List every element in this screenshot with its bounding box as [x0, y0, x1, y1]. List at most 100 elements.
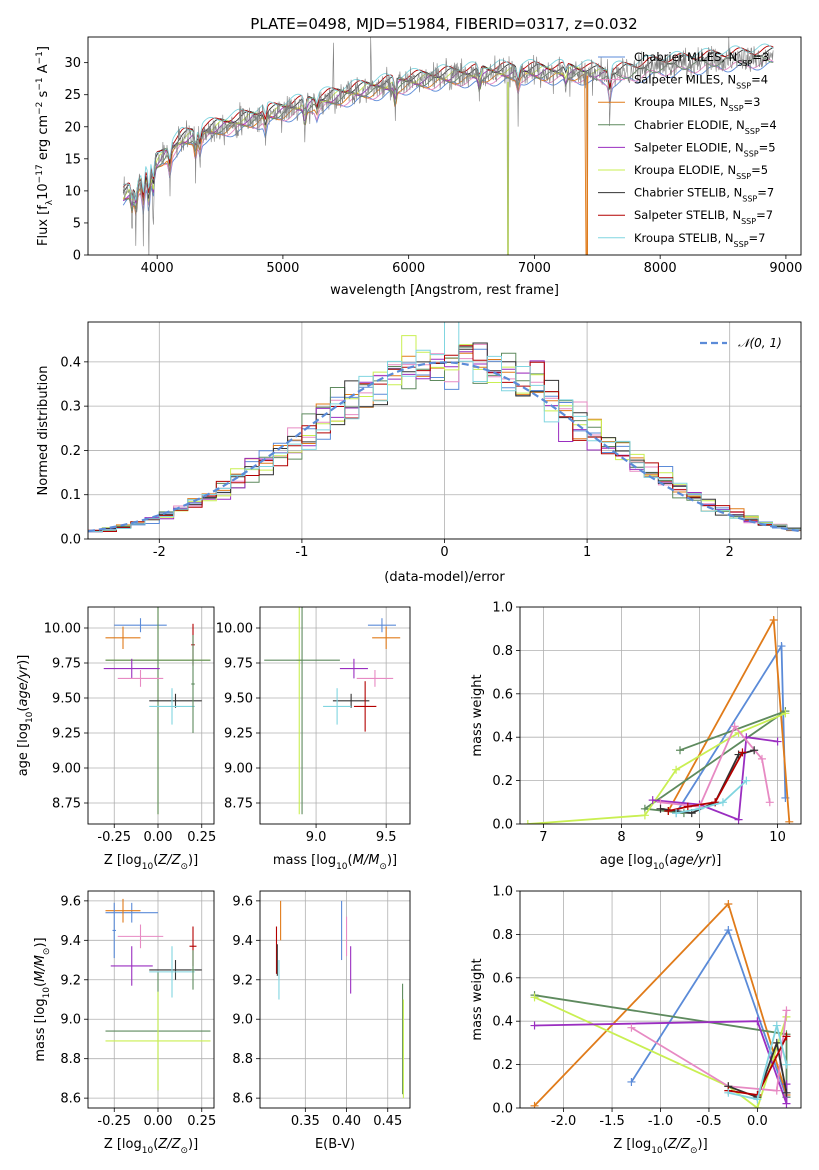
x-tick-label: 9 [695, 830, 703, 845]
series-marker [738, 748, 747, 757]
axes-frame [259, 606, 411, 825]
series-marker [724, 1088, 733, 1097]
legend: Chabrier MILES, NSSP=3 Salpeter MILES, NS… [598, 50, 777, 248]
x-axis-label: Z [log10(Z/Z⊙)] [104, 1137, 198, 1156]
y-tick-label: 0.2 [492, 774, 513, 789]
x-tick-label: 9000 [769, 261, 802, 276]
x-axis-label: mass [log10(M/M⊙)] [273, 853, 397, 872]
x-tick-label: -0.5 [696, 1114, 721, 1129]
series-marker [772, 1038, 781, 1047]
plot-area [520, 891, 801, 1108]
y-tick-label: 0.6 [492, 971, 513, 986]
x-tick-label: 2 [726, 545, 734, 560]
series-line-chabrier-miles [675, 643, 787, 814]
x-tick-label: 10 [769, 830, 786, 845]
series-marker [530, 993, 539, 1002]
panel-mass_vs_ebv: 0.35 0.40 0.45 8.6 8.8 9.0 9.2 9.4 9.6 E(B-V) [232, 890, 411, 1152]
series-marker [753, 1095, 762, 1104]
series-marker [753, 1017, 762, 1026]
model-fit-salpeter-elodie [122, 67, 611, 206]
x-tick-label: 0.0 [747, 1114, 768, 1129]
series-marker [750, 746, 759, 755]
y-tick-label: 0.0 [492, 1102, 513, 1117]
x-tick-label: 9.5 [376, 830, 397, 845]
y-tick-label: 5 [73, 216, 81, 231]
y-tick-label: 0.2 [492, 1058, 513, 1073]
series-marker [672, 809, 681, 818]
legend-label: 𝒩(0, 1) [738, 336, 782, 350]
series-marker [777, 642, 786, 651]
axes-frame [519, 606, 802, 825]
y-tick-label: 0.4 [492, 731, 513, 746]
y-tick-label: 0.0 [60, 533, 81, 548]
y-axis-label: mass [log10(M/M⊙)] [33, 937, 52, 1061]
y-tick-label: 10 [64, 184, 81, 199]
y-tick-label: 8.8 [232, 1052, 253, 1067]
series-marker [757, 754, 766, 763]
legend-label: Chabrier STELIB, NSSP=7 [634, 186, 774, 204]
y-tick-label: 9.2 [60, 973, 81, 988]
series-marker [742, 776, 751, 785]
series-line-chabrier-stelib [727, 1039, 788, 1099]
x-axis-label: E(B-V) [315, 1137, 355, 1152]
normal-curve [88, 361, 801, 533]
y-tick-label: 20 [64, 120, 81, 135]
y-tick-label: 9.50 [52, 692, 81, 707]
y-tick-label: 8.75 [52, 797, 81, 812]
y-tick-label: 15 [64, 152, 81, 167]
series-marker [782, 1088, 791, 1097]
y-tick-label: 0 [73, 249, 81, 264]
series-marker [648, 796, 657, 805]
y-axis-label: Normed distribution [36, 366, 51, 496]
y-axis-label: age [log10(age/yr)] [16, 655, 35, 777]
legend-label: Salpeter MILES, NSSP=4 [634, 73, 768, 91]
series-line-salpeter-stelib [668, 751, 744, 812]
x-tick-label: -0.25 [97, 1114, 131, 1129]
x-tick-label: 0.40 [332, 1114, 361, 1129]
y-axis-label: mass weight [470, 958, 485, 1040]
legend-label: Salpeter STELIB, NSSP=7 [634, 208, 773, 226]
series-marker [683, 802, 692, 811]
plot-area [88, 607, 214, 824]
model-fit-kroupa-elodie [122, 65, 611, 202]
histogram-kroupa-elodie [88, 335, 801, 532]
axes-frame [259, 890, 411, 1109]
series-line-kroupa-stelib [675, 779, 748, 814]
y-tick-label: 0.0 [492, 818, 513, 833]
axes-frame [87, 36, 802, 256]
y-tick-label: 9.75 [224, 657, 253, 672]
legend-label: Salpeter ELODIE, NSSP=5 [634, 140, 776, 158]
series-marker [781, 709, 790, 718]
series-line-kroupa-elodie [527, 712, 786, 824]
series-marker [773, 737, 782, 746]
x-tick-label: 7000 [518, 261, 551, 276]
y-tick-label: 0.4 [60, 355, 81, 370]
x-axis-label: (data-model)/error [384, 570, 505, 585]
series-marker [782, 1032, 791, 1041]
y-tick-label: 10.00 [216, 622, 253, 637]
series-marker [785, 817, 794, 824]
y-tick-label: 0.4 [492, 1015, 513, 1030]
observed-spectrum [122, 37, 774, 255]
y-tick-label: 9.0 [60, 1013, 81, 1028]
panel-age_vs_mass: 9.0 9.5 8.75 9.00 9.25 9.50 9.75 10.00 mass [log… [216, 606, 411, 872]
legend-label: Chabrier MILES, NSSP=3 [634, 50, 769, 68]
y-tick-label: 9.25 [52, 727, 81, 742]
y-tick-label: 0.8 [492, 928, 513, 943]
axes-frame [87, 890, 215, 1109]
y-tick-label: 8.75 [224, 797, 253, 812]
x-tick-label: 0.00 [144, 1114, 173, 1129]
series-marker [782, 1099, 791, 1108]
plot-area [260, 607, 410, 824]
plot-area [122, 37, 774, 255]
axes-frame [519, 890, 802, 1109]
y-axis-label: mass weight [470, 674, 485, 756]
axes-frame [87, 606, 215, 825]
x-axis-label: Z [log10(Z/Z⊙)] [104, 853, 198, 872]
series-marker [724, 926, 733, 935]
x-tick-label: 0.45 [373, 1114, 402, 1129]
x-tick-label: 5000 [266, 261, 299, 276]
legend-label: Kroupa MILES, NSSP=3 [634, 95, 760, 113]
series-marker [765, 798, 774, 807]
